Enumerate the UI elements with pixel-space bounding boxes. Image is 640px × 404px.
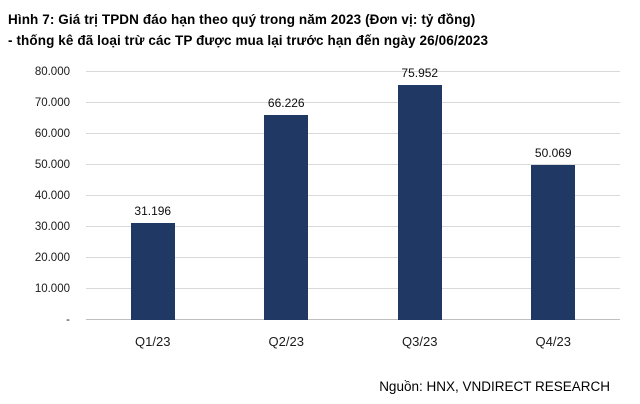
y-tick-label: 10.000 [34,283,70,295]
bar-value-label: 50.069 [534,145,572,160]
y-axis: - 10.000 20.000 30.000 40.000 50.000 60.000 70.… [0,66,70,326]
y-tick-label: 20.000 [34,252,70,264]
y-tick-label: 50.000 [34,159,70,171]
figure-title-line2: - thống kê đã loại trừ các TP được mua l… [8,32,489,48]
bar-chart: - 10.000 20.000 30.000 40.000 50.000 60.000 70.… [0,62,640,362]
bar-value-label: 31.196 [134,204,172,219]
bar-q3-23 [397,84,442,320]
bar-q4-23 [531,164,576,320]
y-tick-label: 40.000 [34,190,70,202]
gridline [86,257,620,258]
y-tick-label: 60.000 [34,128,70,140]
gridline [86,319,620,320]
source-note: Nguồn: HNX, VNDIRECT RESEARCH [379,379,610,394]
gridline [86,195,620,196]
x-axis: Q1/23 Q2/23 Q3/23 Q4/23 [86,330,620,354]
y-tick-label: 30.000 [34,221,70,233]
x-tick-label: Q2/23 [268,334,304,349]
plot-area: 31.196 66.226 75.952 50.069 [86,66,620,320]
gridline [86,226,620,227]
y-tick-label: - [66,314,70,326]
bar-value-label: 66.226 [267,95,305,110]
y-tick-label: 70.000 [34,97,70,109]
gridline [86,102,620,103]
bar-q1-23 [130,223,175,320]
x-tick-label: Q1/23 [135,334,171,349]
gridline [86,164,620,165]
gridline [86,288,620,289]
y-tick-label: 80.000 [34,66,70,78]
figure-title: Hình 7: Giá trị TPDN đáo hạn theo quý tr… [0,0,640,52]
x-tick-label: Q4/23 [535,334,571,349]
gridline [86,71,620,72]
figure-title-line1: Hình 7: Giá trị TPDN đáo hạn theo quý tr… [8,12,476,27]
x-tick-label: Q3/23 [402,334,438,349]
bar-value-label: 75.952 [401,65,439,80]
bar-q2-23 [264,114,309,320]
gridline [86,133,620,134]
